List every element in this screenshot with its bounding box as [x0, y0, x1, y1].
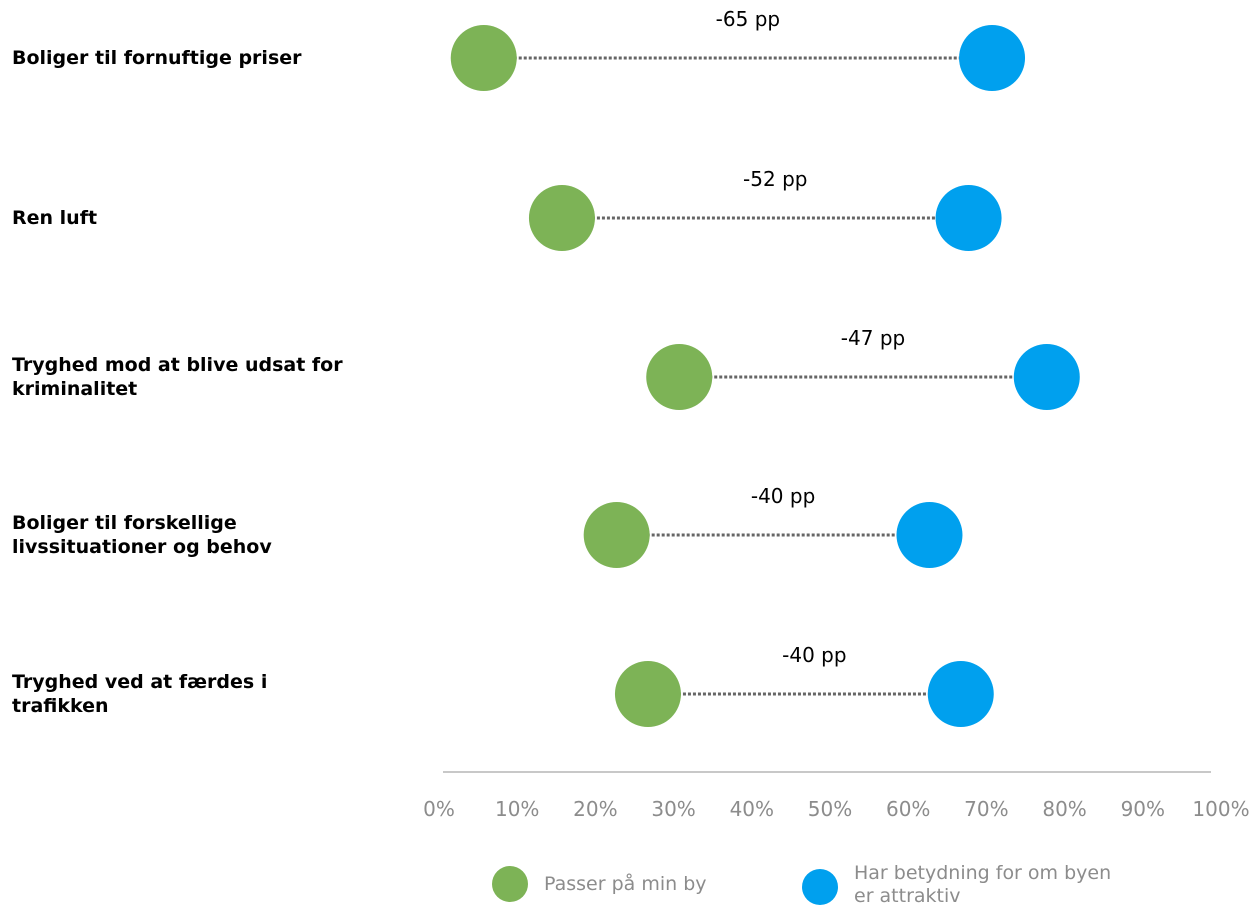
- legend-label: Passer på min by: [544, 872, 707, 895]
- x-tick-label: 10%: [495, 797, 539, 821]
- x-tick-label: 70%: [964, 797, 1008, 821]
- gap-label: -40 pp: [751, 484, 815, 508]
- x-tick-label: 60%: [886, 797, 930, 821]
- point-passer: [450, 25, 517, 91]
- legend-item-blue: Har betydning for om byen er attraktiv: [802, 862, 1134, 908]
- gap-label: -47 pp: [841, 326, 905, 350]
- point-betydning: [1013, 344, 1080, 410]
- point-betydning: [896, 502, 963, 568]
- category-label: Ren luft: [12, 207, 98, 229]
- x-tick-label: 50%: [808, 797, 852, 821]
- x-tick-label: 100%: [1192, 797, 1249, 821]
- point-betydning: [927, 661, 994, 727]
- category-label: Tryghed ved at færdes i trafikken: [12, 671, 268, 717]
- point-passer: [583, 502, 650, 568]
- x-tick-label: 20%: [573, 797, 617, 821]
- legend-swatch-blue: [802, 869, 838, 905]
- x-tick-label: 90%: [1121, 797, 1165, 821]
- gap-label: -52 pp: [743, 167, 807, 191]
- point-betydning: [935, 185, 1002, 251]
- x-tick-label: 40%: [730, 797, 774, 821]
- legend-label: Har betydning for om byen er attraktiv: [854, 862, 1112, 907]
- point-betydning: [959, 25, 1026, 91]
- legend-item-green: Passer på min by: [492, 866, 774, 902]
- gap-label: -40 pp: [782, 643, 846, 667]
- point-passer: [646, 344, 713, 410]
- legend: Passer på min by Har betydning for om by…: [0, 862, 1250, 912]
- gap-label: -65 pp: [716, 7, 780, 31]
- category-label: Tryghed mod at blive udsat for kriminali…: [12, 354, 343, 400]
- point-passer: [528, 185, 595, 251]
- point-passer: [614, 661, 681, 727]
- category-label: Boliger til fornuftige priser: [12, 47, 302, 69]
- category-label: Boliger til forskellige livssituationer …: [12, 512, 272, 558]
- x-tick-label: 0%: [423, 797, 455, 821]
- legend-swatch-green: [492, 866, 528, 902]
- x-tick-label: 80%: [1042, 797, 1086, 821]
- x-tick-label: 30%: [651, 797, 695, 821]
